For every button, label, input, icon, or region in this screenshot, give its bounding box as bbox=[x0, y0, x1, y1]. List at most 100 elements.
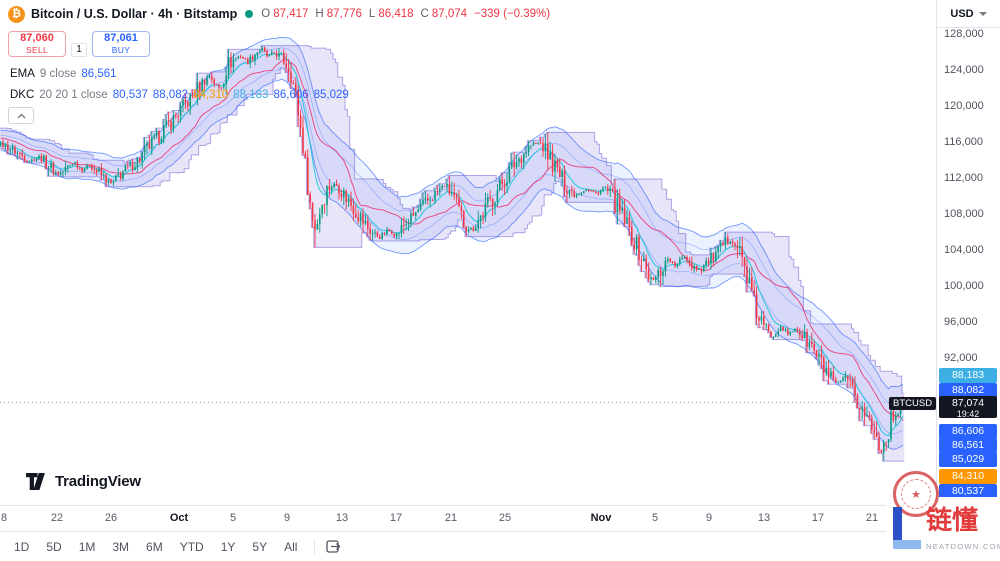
tag-value: 84,310 bbox=[951, 469, 985, 482]
spread-indicator: 1 bbox=[66, 31, 92, 57]
symbol-price-chip: BTCUSD bbox=[889, 397, 937, 410]
toolbar-divider bbox=[314, 539, 316, 554]
symbol-title[interactable]: Bitcoin / U.S. Dollar · 4h · Bitstamp bbox=[31, 7, 238, 21]
collapse-legend-button[interactable] bbox=[8, 107, 34, 124]
close-label: C bbox=[420, 8, 429, 20]
time-axis-label: 5 bbox=[229, 512, 237, 524]
indicator-params: 9 close bbox=[39, 67, 77, 80]
time-axis-label: 13 bbox=[335, 512, 349, 524]
low-label: L bbox=[368, 8, 376, 20]
sell-label: SELL bbox=[26, 45, 48, 56]
range-button-1y[interactable]: 1Y bbox=[213, 537, 244, 557]
candlestick-chart-canvas[interactable] bbox=[0, 0, 936, 505]
bitcoin-icon: ₿ bbox=[8, 5, 25, 23]
time-axis-label: 17 bbox=[811, 512, 825, 524]
price-axis[interactable]: 128,000 124,000 120,000 116,000 112,000 108,0… bbox=[936, 0, 1000, 505]
range-button-3m[interactable]: 3M bbox=[104, 537, 137, 557]
time-axis-label: 17 bbox=[389, 512, 403, 524]
price-axis-label: 116,000 bbox=[944, 136, 983, 149]
currency-dropdown[interactable]: USD bbox=[936, 0, 1000, 28]
indicator-name: DKC bbox=[10, 88, 35, 101]
time-axis-label: 13 bbox=[757, 512, 771, 524]
indicator-value: 85,029 bbox=[313, 88, 349, 101]
indicator-value: 88,183 bbox=[233, 88, 269, 101]
tag-value: 85,029 bbox=[951, 452, 985, 465]
indicator-value: 80,537 bbox=[112, 88, 148, 101]
tag-value: 87,074 bbox=[951, 397, 985, 409]
range-button-ytd[interactable]: YTD bbox=[172, 537, 212, 557]
goto-date-icon bbox=[326, 540, 341, 553]
chart-header: ₿ Bitcoin / U.S. Dollar · 4h · Bitstamp … bbox=[0, 0, 936, 28]
sell-button[interactable]: 87,060 SELL bbox=[8, 31, 66, 57]
indicator-price-tag: 86,561 bbox=[939, 437, 997, 453]
chevron-up-icon bbox=[17, 113, 25, 118]
watermark-stamp-icon: ★ bbox=[893, 471, 939, 517]
high-value: 87,776 bbox=[326, 8, 362, 20]
buy-label: BUY bbox=[111, 45, 131, 56]
indicator-row-ema[interactable]: EMA 9 close 86,561 bbox=[10, 63, 349, 84]
indicator-price-tag: 80,537 bbox=[939, 483, 997, 499]
indicator-value: 84,310 bbox=[193, 88, 229, 101]
time-axis-label: 22 bbox=[50, 512, 64, 524]
bottom-toolbar: 1D 5D 1M 3M 6M YTD 1Y 5Y All bbox=[0, 531, 1000, 561]
price-axis-label: 100,000 bbox=[944, 280, 984, 293]
time-axis-label: 9 bbox=[283, 512, 291, 524]
indicator-name: EMA bbox=[10, 67, 35, 80]
price-axis-label: 124,000 bbox=[944, 64, 984, 77]
range-button-1d[interactable]: 1D bbox=[6, 537, 37, 557]
range-button-5y[interactable]: 5Y bbox=[244, 537, 275, 557]
open-value: 87,417 bbox=[273, 8, 309, 20]
indicator-price-tag: 88,082 bbox=[939, 382, 997, 398]
price-axis-label: 108,000 bbox=[944, 208, 984, 221]
watermark-logo-icon bbox=[893, 507, 921, 549]
candle-countdown: 19:42 bbox=[956, 408, 980, 419]
watermark-domain-text: NEATDOWN.COM bbox=[926, 542, 1000, 551]
indicator-legend: EMA 9 close 86,561 DKC 20 20 1 close 80,537 88… bbox=[10, 63, 349, 105]
time-axis-label: 26 bbox=[104, 512, 118, 524]
price-axis-label: 96,000 bbox=[944, 316, 978, 329]
time-axis-label: Nov bbox=[590, 512, 612, 524]
time-axis-label: 5 bbox=[651, 512, 659, 524]
tag-value: 86,561 bbox=[951, 438, 985, 451]
tag-value: 86,606 bbox=[951, 424, 985, 437]
range-button-1m[interactable]: 1M bbox=[71, 537, 104, 557]
tag-value: 88,183 bbox=[951, 368, 985, 381]
currency-label: USD bbox=[950, 7, 974, 20]
goto-date-button[interactable] bbox=[324, 537, 345, 556]
price-axis-label: 128,000 bbox=[944, 28, 984, 41]
high-label: H bbox=[315, 8, 324, 20]
time-axis-label: Oct bbox=[169, 512, 189, 524]
price-axis-label: 104,000 bbox=[944, 244, 984, 257]
tag-value: 88,082 bbox=[951, 383, 985, 396]
price-axis-label: 120,000 bbox=[944, 100, 984, 113]
price-axis-label: 112,000 bbox=[944, 172, 983, 185]
ohlc-readout: O 87,417 H 87,776 L 86,418 C 87,074 −339 (−0… bbox=[261, 8, 550, 20]
indicator-params: 20 20 1 close bbox=[39, 88, 108, 101]
range-button-6m[interactable]: 6M bbox=[138, 537, 171, 557]
buy-price: 87,061 bbox=[104, 32, 138, 45]
indicator-value: 86,561 bbox=[81, 67, 117, 80]
market-status-icon bbox=[245, 10, 254, 18]
time-axis-label: 25 bbox=[498, 512, 512, 524]
indicator-price-tag: 85,029 bbox=[939, 451, 997, 467]
change-value: −339 (−0.39%) bbox=[474, 8, 551, 20]
range-button-all[interactable]: All bbox=[276, 537, 305, 557]
low-value: 86,418 bbox=[378, 8, 414, 20]
indicator-value: 88,082 bbox=[152, 88, 189, 101]
range-button-5d[interactable]: 5D bbox=[38, 537, 69, 557]
indicator-value: 86,606 bbox=[273, 88, 309, 101]
time-axis[interactable]: 8 22 26 Oct 5 9 13 17 21 25 Nov 5 9 13 17 21 bbox=[0, 505, 1000, 531]
indicator-price-tag: 84,310 bbox=[939, 468, 997, 484]
open-label: O bbox=[261, 8, 271, 20]
buy-button[interactable]: 87,061 BUY bbox=[92, 31, 150, 57]
chevron-down-icon bbox=[978, 11, 987, 16]
time-axis-label: 21 bbox=[865, 512, 879, 524]
tag-value: 80,537 bbox=[951, 484, 985, 497]
spread-value: 1 bbox=[71, 43, 87, 57]
time-axis-label: 21 bbox=[444, 512, 458, 524]
indicator-row-dkc[interactable]: DKC 20 20 1 close 80,537 88,082 84,310 88,183… bbox=[10, 84, 349, 105]
tradingview-logo[interactable]: TradingView bbox=[26, 473, 141, 490]
time-axis-label: 9 bbox=[705, 512, 713, 524]
sell-price: 87,060 bbox=[20, 32, 54, 45]
